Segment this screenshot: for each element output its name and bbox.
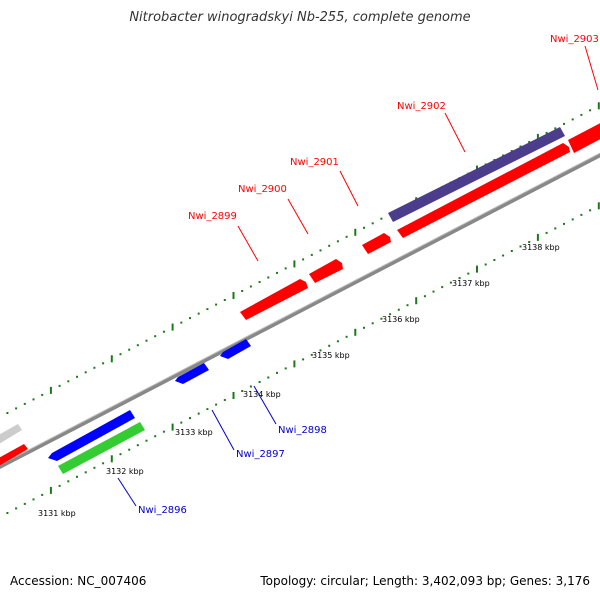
gene-nwi-2897[interactable]: [175, 363, 209, 384]
ruler-label-3135: 3135 kbp: [312, 351, 350, 360]
genome-backbone-highlight: [0, 152, 600, 466]
gene-label-nwi-2897[interactable]: Nwi_2897: [236, 449, 285, 460]
gene-nwi-2898[interactable]: [220, 339, 251, 359]
label-line-nwi-2901: [339, 170, 359, 207]
ruler-label-3132: 3132 kbp: [106, 467, 144, 476]
gene-label-nwi-2898[interactable]: Nwi_2898: [278, 425, 327, 436]
gene-partial-left-red[interactable]: [0, 444, 28, 466]
gene-label-nwi-2903[interactable]: Nwi_2903: [550, 34, 599, 45]
gene-label-nwi-2896[interactable]: Nwi_2896: [138, 505, 187, 516]
gene-partial-left-gray[interactable]: [0, 424, 22, 444]
ruler-label-3134: 3134 kbp: [243, 390, 281, 399]
genome-summary-text: Topology: circular; Length: 3,402,093 bp…: [260, 574, 590, 588]
gene-label-nwi-2899[interactable]: Nwi_2899: [188, 211, 237, 222]
label-line-nwi-2899: [237, 225, 259, 262]
ruler-label-3131: 3131 kbp: [38, 509, 76, 518]
label-line-nwi-2903: [584, 45, 599, 91]
gene-nwi-2901[interactable]: [362, 233, 391, 254]
label-line-nwi-2900: [287, 198, 309, 235]
gene-label-nwi-2901[interactable]: Nwi_2901: [290, 157, 339, 168]
feature-green[interactable]: [58, 422, 145, 474]
label-line-nwi-2902: [444, 112, 466, 153]
gene-nwi-2900[interactable]: [309, 259, 343, 283]
gene-nwi-2899[interactable]: [240, 279, 308, 320]
label-line-nwi-2897: [211, 409, 235, 451]
label-line-nwi-2896: [117, 477, 137, 507]
tick-marks: [6, 102, 600, 514]
ruler-label-3138: 3138 kbp: [522, 243, 560, 252]
feature-purple[interactable]: [388, 127, 565, 222]
accession-text: Accession: NC_007406: [10, 574, 147, 588]
ruler-label-3133: 3133 kbp: [175, 428, 213, 437]
gene-label-nwi-2902[interactable]: Nwi_2902: [397, 101, 446, 112]
genome-backbone: [0, 152, 600, 470]
map-title: Nitrobacter winogradskyi Nb-255, complet…: [129, 10, 471, 25]
ruler-label-3137: 3137 kbp: [452, 279, 490, 288]
ruler-label-3136: 3136 kbp: [382, 315, 420, 324]
gene-label-nwi-2900[interactable]: Nwi_2900: [238, 184, 287, 195]
gene-nwi-2902[interactable]: [397, 143, 570, 238]
label-line-nwi-2898: [253, 385, 277, 425]
gene-nwi-2903[interactable]: [568, 118, 600, 153]
gene-nwi-2896[interactable]: [48, 410, 135, 461]
